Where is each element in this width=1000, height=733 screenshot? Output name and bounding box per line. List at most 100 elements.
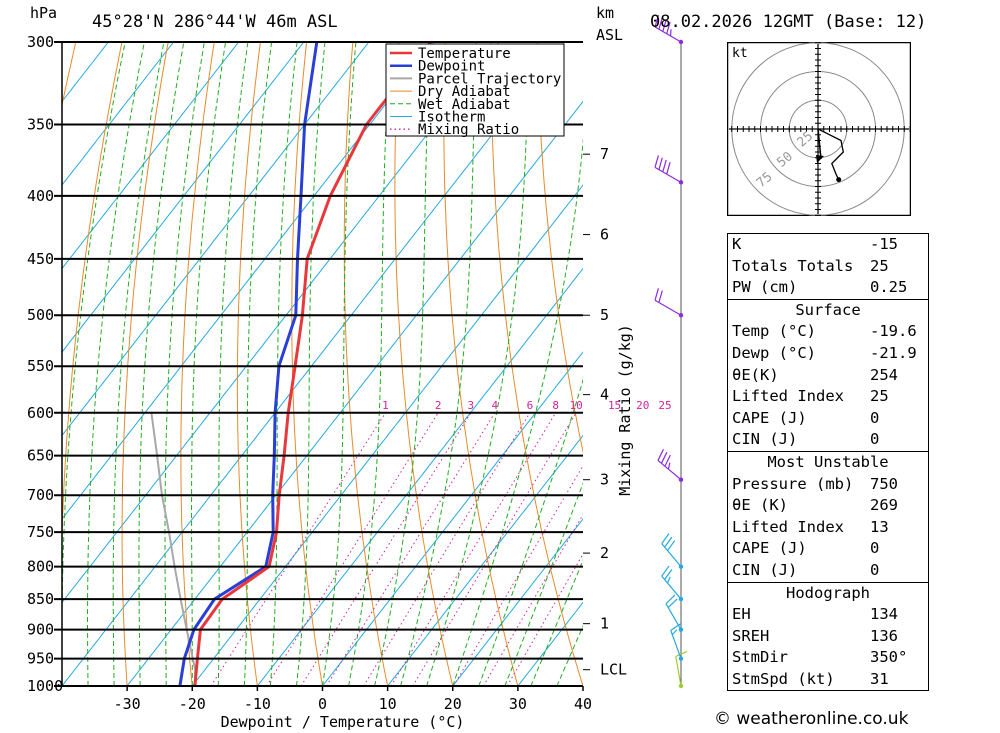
index-value: 0 bbox=[870, 560, 880, 579]
legend-entry: Wet Adiabat bbox=[418, 97, 511, 113]
index-value: -15 bbox=[870, 235, 898, 253]
wind-barb-feather bbox=[654, 155, 659, 168]
isotherm-line bbox=[62, 42, 240, 270]
pressure-label: 600 bbox=[27, 404, 54, 422]
wind-barb-feather bbox=[664, 569, 673, 580]
dry-adiabat-line bbox=[630, 42, 700, 686]
wind-barb-dot bbox=[678, 627, 684, 632]
x-axis-title: Dewpoint / Temperature (°C) bbox=[221, 713, 465, 731]
isotherm-line bbox=[62, 42, 565, 686]
wind-barb-feather bbox=[666, 21, 671, 34]
surface-indices: Temp (°C) -19.6 Dewp (°C) -21.9 θE(K) 254 L… bbox=[728, 321, 928, 451]
index-value: 31 bbox=[870, 669, 889, 688]
pressure-label: 800 bbox=[27, 558, 54, 576]
wind-barb-staff bbox=[675, 656, 682, 687]
dry-adiabat-line bbox=[536, 42, 583, 454]
wet-adiabat-line bbox=[582, 684, 583, 686]
index-label: θE(K) bbox=[732, 365, 779, 384]
hodograph-unit-label: kt bbox=[732, 46, 748, 61]
wind-barb-feather bbox=[661, 533, 670, 545]
wind-barb-dot bbox=[678, 313, 684, 318]
wind-barb-staff bbox=[654, 299, 682, 316]
mixing-ratio-line bbox=[300, 412, 472, 686]
wind-barb-feather bbox=[654, 288, 659, 301]
index-row: Temp (°C) -19.6 bbox=[728, 321, 928, 343]
height-tick-label: 1 bbox=[600, 615, 609, 633]
wind-barb bbox=[675, 650, 688, 689]
wet-adiabat-line bbox=[296, 42, 326, 686]
index-value: -19.6 bbox=[870, 322, 917, 341]
wet-adiabat-line bbox=[191, 42, 227, 686]
wind-barb bbox=[657, 449, 684, 482]
index-value: 254 bbox=[870, 365, 898, 384]
height-tick-label: 6 bbox=[600, 226, 609, 244]
wind-barb-staff bbox=[661, 575, 682, 600]
wind-barb-feather bbox=[667, 598, 678, 608]
index-row: StmDir 350° bbox=[728, 647, 928, 669]
index-value: 0 bbox=[870, 408, 880, 427]
isotherm-line bbox=[648, 42, 700, 686]
pressure-label: 700 bbox=[27, 486, 54, 504]
dry-adiabat-line bbox=[676, 42, 700, 686]
index-row: CAPE (J) 0 bbox=[728, 538, 928, 560]
index-row: Pressure (mb) 750 bbox=[728, 474, 928, 496]
wind-barb-feather bbox=[665, 594, 676, 605]
wind-barb-feather bbox=[658, 290, 663, 303]
index-row: Dewp (°C) -21.9 bbox=[728, 343, 928, 365]
pressure-label: 950 bbox=[27, 650, 54, 668]
index-row: θE(K) 254 bbox=[728, 365, 928, 387]
wet-adiabat-line bbox=[504, 481, 583, 686]
mixing-ratio-value-label: 4 bbox=[492, 399, 499, 412]
isotherm-line bbox=[387, 434, 583, 686]
pressure-label: 400 bbox=[27, 187, 54, 205]
mixing-ratio-line bbox=[453, 464, 583, 686]
wind-barb-feather bbox=[670, 622, 682, 631]
index-label: StmSpd (kt) bbox=[732, 669, 835, 688]
hodograph-end-dot bbox=[836, 177, 842, 183]
index-row: Totals Totals 25 bbox=[728, 256, 928, 278]
wind-barb-feather bbox=[666, 576, 671, 584]
x-tick-label: -10 bbox=[244, 695, 271, 713]
most-unstable-indices: Pressure (mb) 750 θE (K) 269 Lifted Index 1… bbox=[728, 474, 928, 582]
index-row: Lifted Index 25 bbox=[728, 386, 928, 408]
index-value: 0 bbox=[870, 539, 880, 558]
pressure-label: 750 bbox=[27, 523, 54, 541]
height-tick-label: LCL bbox=[600, 661, 627, 679]
pressure-label: 550 bbox=[27, 357, 54, 375]
pressure-label: 850 bbox=[27, 590, 54, 608]
index-label: Totals Totals bbox=[732, 256, 854, 275]
wind-barb-dot bbox=[678, 596, 684, 602]
wet-adiabat-line bbox=[112, 42, 165, 686]
wind-barb-staff bbox=[665, 603, 682, 630]
x-tick-label: 40 bbox=[574, 695, 592, 713]
dry-adiabat-line bbox=[180, 42, 215, 686]
index-label: CAPE (J) bbox=[732, 408, 807, 427]
storm-motion-arrowhead bbox=[816, 155, 824, 163]
isotherm-line bbox=[517, 601, 583, 686]
wet-adiabat-line bbox=[426, 42, 530, 686]
index-row: PW (cm) 0.25 bbox=[728, 277, 928, 299]
x-tick-label: -20 bbox=[179, 695, 206, 713]
indices-table: K -15 Totals Totals 25 PW (cm) 0.25 Surface… bbox=[727, 233, 929, 692]
height-reference-label: ASL bbox=[596, 26, 624, 44]
wet-adiabat-line bbox=[243, 42, 273, 686]
index-row: CIN (J) 0 bbox=[728, 560, 928, 582]
pressure-label: 650 bbox=[27, 447, 54, 465]
wind-barb-feather bbox=[661, 565, 670, 577]
plot-area bbox=[62, 42, 700, 686]
mixing-ratio-value-label: 2 bbox=[435, 399, 442, 412]
x-tick-label: 30 bbox=[509, 695, 527, 713]
wind-barb-feather bbox=[667, 462, 671, 470]
mixing-ratio-value-label: 25 bbox=[658, 399, 671, 412]
wind-barb-staff bbox=[654, 166, 682, 183]
legend-entry: Temperature bbox=[418, 46, 511, 62]
index-value: 350° bbox=[870, 648, 908, 667]
dry-adiabat-line bbox=[236, 42, 261, 686]
index-label: CIN (J) bbox=[732, 430, 798, 449]
copyright-notice[interactable]: © weatheronline.co.uk bbox=[714, 709, 909, 729]
wind-barb bbox=[670, 622, 684, 661]
pressure-label: 1000 bbox=[27, 677, 63, 695]
wind-barb-feather bbox=[675, 650, 688, 658]
mixing-ratio-axis-title: Mixing Ratio (g/kg) bbox=[616, 324, 634, 496]
height-tick-label: 7 bbox=[600, 145, 609, 163]
